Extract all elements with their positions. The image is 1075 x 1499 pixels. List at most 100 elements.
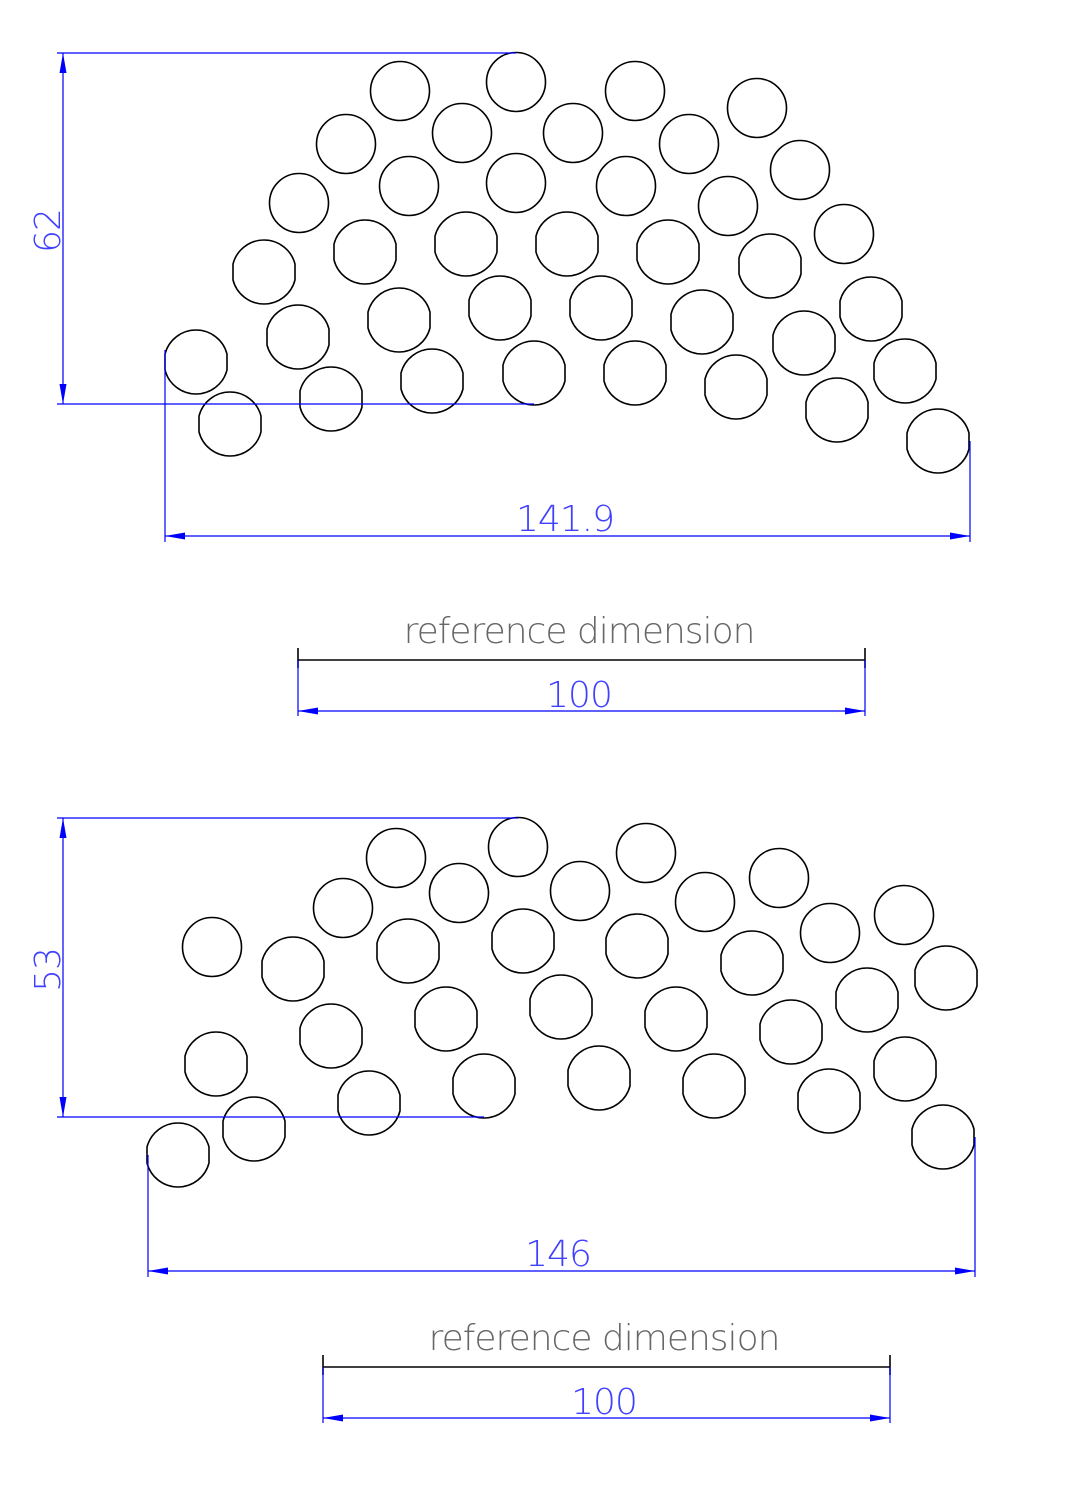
- round-hole: [615, 822, 677, 884]
- flat-sided-hole: [670, 289, 734, 355]
- arrow-head: [950, 532, 970, 540]
- round-hole: [813, 203, 875, 265]
- flat-sided-hole: [759, 999, 823, 1065]
- arrow-head: [59, 53, 67, 73]
- flat-sided-hole: [911, 1104, 975, 1170]
- flat-sided-hole: [682, 1053, 746, 1119]
- flat-sided-hole: [873, 338, 937, 404]
- round-hole: [604, 60, 666, 122]
- flat-sided-hole: [198, 391, 262, 457]
- flat-sided-hole: [337, 1070, 401, 1136]
- round-hole: [487, 816, 549, 878]
- width-value: 141.9: [516, 499, 614, 540]
- flat-sided-hole: [468, 275, 532, 341]
- round-hole: [365, 827, 427, 889]
- flat-sided-hole: [720, 930, 784, 996]
- flat-sided-hole: [222, 1096, 286, 1162]
- flat-sided-hole: [400, 348, 464, 414]
- round-hole: [268, 172, 330, 234]
- height-value: 62: [28, 209, 69, 253]
- lower-width-dimension: 146: [147, 1137, 976, 1277]
- round-hole: [769, 139, 831, 201]
- flat-sided-hole: [914, 945, 978, 1011]
- arrow-head: [955, 1267, 975, 1275]
- round-hole: [748, 847, 810, 909]
- reference-label: reference dimension: [404, 611, 755, 652]
- flat-sided-hole: [704, 354, 768, 420]
- flat-sided-hole: [805, 377, 869, 443]
- lower-hole-pattern: [146, 816, 978, 1188]
- flat-sided-hole: [414, 986, 478, 1052]
- round-hole: [431, 102, 493, 164]
- flat-sided-hole: [839, 276, 903, 342]
- round-hole: [674, 871, 736, 933]
- round-hole: [312, 877, 374, 939]
- round-hole: [428, 862, 490, 924]
- height-value: 53: [28, 948, 69, 992]
- reference-value: 100: [571, 1382, 637, 1423]
- flat-sided-hole: [569, 275, 633, 341]
- arrow-head: [298, 707, 318, 715]
- reference-value: 100: [546, 675, 612, 716]
- round-hole: [595, 155, 657, 217]
- lower-reference-dimension: reference dimension 100: [322, 1318, 891, 1423]
- flat-sided-hole: [333, 219, 397, 285]
- reference-label: reference dimension: [429, 1318, 780, 1359]
- upper-height-dimension: 62: [28, 52, 534, 405]
- flat-sided-hole: [605, 913, 669, 979]
- arrow-head: [59, 384, 67, 404]
- flat-sided-hole: [491, 908, 555, 974]
- round-hole: [485, 51, 547, 113]
- flat-sided-hole: [873, 1036, 937, 1102]
- flat-sided-hole: [502, 340, 566, 406]
- flat-sided-hole: [452, 1053, 516, 1119]
- flat-sided-hole: [906, 408, 970, 474]
- flat-sided-hole: [299, 366, 363, 432]
- upper-hole-pattern: [164, 51, 970, 474]
- flat-sided-hole: [184, 1031, 248, 1097]
- round-hole: [658, 113, 720, 175]
- flat-sided-hole: [567, 1045, 631, 1111]
- arrow-head: [870, 1414, 890, 1422]
- round-hole: [542, 102, 604, 164]
- width-value: 146: [525, 1234, 591, 1275]
- round-hole: [549, 860, 611, 922]
- flat-sided-hole: [644, 986, 708, 1052]
- flat-sided-hole: [535, 211, 599, 277]
- round-hole: [697, 175, 759, 237]
- round-hole: [378, 155, 440, 217]
- flat-sided-hole: [367, 287, 431, 353]
- arrow-head: [59, 818, 67, 838]
- flat-sided-hole: [261, 936, 325, 1002]
- flat-sided-hole: [797, 1068, 861, 1134]
- upper-reference-dimension: reference dimension 100: [297, 611, 866, 716]
- flat-sided-hole: [772, 310, 836, 376]
- flat-sided-hole: [738, 233, 802, 299]
- arrow-head: [59, 1097, 67, 1117]
- round-hole: [726, 77, 788, 139]
- round-hole: [485, 152, 547, 214]
- flat-sided-hole: [529, 974, 593, 1040]
- flat-sided-hole: [376, 918, 440, 984]
- flat-sided-hole: [164, 329, 228, 395]
- upper-width-dimension: 141.9: [164, 350, 971, 542]
- flat-sided-hole: [232, 239, 296, 305]
- lower-height-dimension: 53: [28, 817, 518, 1118]
- flat-sided-hole: [434, 211, 498, 277]
- flat-sided-hole: [146, 1122, 210, 1188]
- arrow-head: [148, 1267, 168, 1275]
- flat-sided-hole: [636, 219, 700, 285]
- round-hole: [315, 113, 377, 175]
- round-hole: [181, 916, 243, 978]
- flat-sided-hole: [603, 340, 667, 406]
- round-hole: [369, 60, 431, 122]
- flat-sided-hole: [299, 1003, 363, 1069]
- round-hole: [873, 884, 935, 946]
- arrow-head: [165, 532, 185, 540]
- arrow-head: [845, 707, 865, 715]
- flat-sided-hole: [266, 304, 330, 370]
- arrow-head: [323, 1414, 343, 1422]
- round-hole: [799, 902, 861, 964]
- flat-sided-hole: [835, 967, 899, 1033]
